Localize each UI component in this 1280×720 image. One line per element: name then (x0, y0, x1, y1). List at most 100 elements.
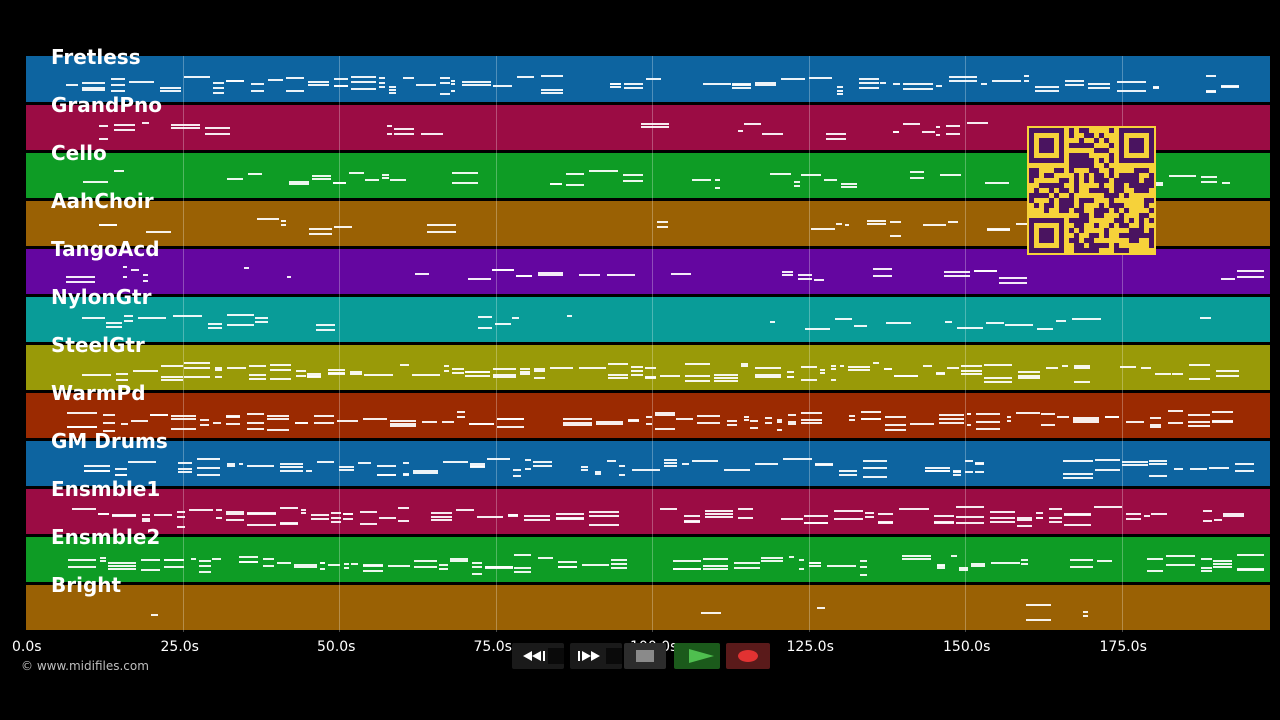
record-icon (738, 650, 758, 662)
midi-note (1141, 366, 1151, 369)
midi-note (787, 376, 795, 379)
midi-note (713, 373, 738, 376)
midi-note (610, 83, 621, 86)
midi-note (936, 567, 945, 570)
midi-note (532, 465, 552, 468)
track-label: AahChoir (51, 189, 154, 213)
midi-note (471, 565, 482, 568)
midi-note (184, 375, 211, 378)
record-button[interactable] (726, 643, 770, 669)
midi-note (107, 565, 137, 568)
midi-note (936, 564, 945, 567)
midi-note (495, 323, 512, 326)
midi-note (1018, 374, 1041, 377)
midi-note (388, 92, 397, 95)
midi-note (808, 565, 821, 568)
midi-note (128, 461, 156, 464)
midi-note (327, 372, 345, 375)
midi-note (646, 416, 652, 419)
midi-note (280, 462, 304, 465)
midi-note (787, 422, 796, 425)
midi-note (893, 375, 918, 378)
midi-note (296, 374, 306, 377)
midi-note (973, 270, 998, 273)
midi-note (800, 378, 818, 381)
midi-note (142, 514, 151, 517)
midi-note (1072, 419, 1099, 421)
midi-note (280, 521, 298, 524)
midi-note (935, 372, 946, 375)
midi-note (835, 318, 853, 321)
midi-note (936, 85, 942, 88)
midi-note (838, 470, 858, 473)
midi-note (1148, 475, 1168, 478)
play-button[interactable] (674, 643, 720, 669)
midi-note (1200, 180, 1217, 183)
midi-note (226, 510, 245, 513)
midi-note (143, 280, 148, 283)
midi-note (248, 173, 263, 176)
midi-note (464, 374, 490, 377)
midi-note (1155, 372, 1171, 375)
midi-note (936, 134, 941, 137)
midi-note (540, 92, 563, 95)
midi-note (359, 510, 377, 513)
midi-note (289, 180, 310, 183)
midi-note (330, 520, 342, 523)
midi-note (1214, 518, 1222, 521)
midi-note (1121, 463, 1148, 466)
midi-note (277, 562, 291, 565)
midi-note (1063, 524, 1091, 527)
midi-note (1094, 469, 1120, 472)
midi-note (1206, 75, 1217, 78)
midi-note (457, 415, 466, 418)
midi-note (933, 514, 954, 517)
midi-note (66, 276, 95, 279)
midi-note (644, 376, 656, 379)
midi-note (308, 227, 332, 230)
midi-note (176, 525, 186, 528)
midi-note (327, 368, 345, 371)
midi-note (246, 523, 276, 526)
midi-note (833, 510, 864, 513)
track-lane (26, 248, 1270, 294)
midi-note (670, 273, 691, 276)
midi-note (534, 377, 545, 380)
midi-note (948, 79, 977, 82)
track-label: NylonGtr (51, 285, 152, 309)
midi-note (486, 458, 511, 461)
midi-note (508, 514, 518, 517)
midi-note (351, 88, 376, 91)
midi-note (830, 379, 836, 382)
midi-note (1221, 86, 1240, 89)
midi-note (196, 466, 221, 469)
midi-note (889, 220, 901, 223)
midi-note (226, 177, 243, 180)
midi-note (226, 465, 235, 468)
midi-note (451, 171, 479, 174)
midi-note (246, 413, 264, 416)
midi-note (656, 221, 669, 224)
midi-note (464, 370, 490, 373)
midi-note (664, 459, 677, 462)
midi-note (1234, 463, 1254, 465)
midi-note (351, 81, 376, 84)
midi-note (660, 507, 678, 510)
midi-note (350, 370, 362, 373)
midi-note (293, 566, 318, 569)
midi-note (644, 366, 656, 369)
rewind-button[interactable] (512, 643, 564, 669)
fast-forward-button[interactable] (570, 643, 622, 669)
midi-note (943, 274, 970, 277)
midi-note (184, 362, 211, 365)
midi-note (248, 377, 266, 380)
midi-note (497, 417, 524, 420)
midi-note (493, 84, 513, 87)
stop-button[interactable] (624, 643, 666, 669)
midi-note (860, 565, 868, 568)
midi-note (1167, 410, 1183, 413)
midi-note (171, 124, 200, 127)
midi-note (990, 561, 1020, 564)
midi-note (787, 370, 795, 373)
midi-note (115, 468, 127, 471)
